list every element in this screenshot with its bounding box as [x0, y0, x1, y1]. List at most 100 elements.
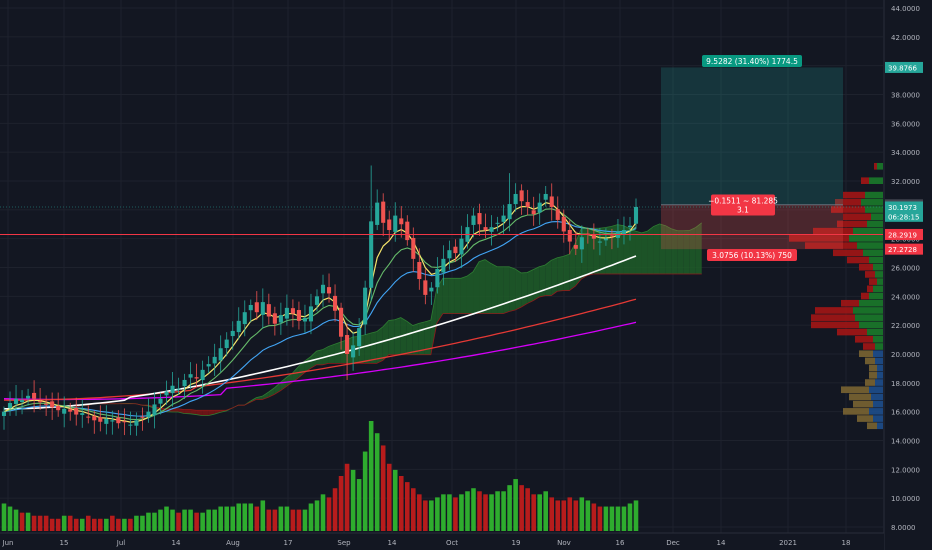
candle-body: [38, 401, 43, 403]
volume-profile-up: [869, 177, 883, 185]
volume-profile-up: [861, 199, 883, 206]
candle-body: [519, 190, 524, 202]
time-tick-label: Nov: [557, 539, 571, 547]
volume-bar: [417, 494, 422, 531]
time-tick-label: 14: [388, 539, 397, 547]
price-tick-label: 32.0000: [891, 178, 920, 186]
price-tick-label: 18.0000: [891, 380, 920, 388]
volume-bar: [585, 500, 591, 531]
price-axis[interactable]: 44.000042.000040.000038.000036.000034.00…: [883, 0, 932, 550]
volume-bar: [248, 503, 254, 531]
volume-bar: [555, 500, 561, 531]
volume-profile-up: [873, 263, 883, 271]
volume-bar: [170, 509, 175, 531]
price-tick-label: 16.0000: [891, 409, 920, 417]
volume-bar: [495, 491, 500, 531]
volume-bar: [314, 500, 320, 531]
volume-profile-down: [869, 372, 877, 379]
volume-bar: [368, 421, 374, 531]
cloud-segment: [665, 225, 672, 274]
cloud-segment: [659, 223, 666, 274]
candle-body: [248, 304, 253, 311]
candle-body: [272, 313, 277, 324]
candle-body: [32, 392, 37, 399]
candle-body: [441, 258, 446, 273]
cloud-segment: [448, 278, 455, 314]
ema-slow-line: [3, 221, 637, 417]
candle-body: [86, 416, 91, 418]
time-tick-label: 14: [172, 539, 181, 547]
volume-profile-down: [859, 350, 873, 358]
cloud-segment: [376, 326, 383, 364]
candle-body: [110, 420, 115, 422]
candle-body: [507, 204, 512, 220]
cloud-segment: [533, 266, 540, 301]
volume-bar: [423, 500, 428, 531]
candle-body: [62, 408, 67, 414]
volume-profile-down: [874, 162, 877, 170]
time-axis[interactable]: Jun 15 Jul 14 Aug 17 Sep 14 Oct 19 Nov 16 Dec 14 2021 1…: [0, 532, 884, 550]
candle-body: [92, 416, 97, 421]
volume-bar: [182, 509, 187, 531]
candle-body: [567, 229, 572, 242]
cloud-segment: [695, 222, 702, 274]
candle-body: [278, 315, 283, 323]
cloud-segment: [509, 266, 516, 312]
candle-body: [411, 237, 416, 259]
candle-body: [254, 302, 259, 313]
volume-bar: [272, 509, 278, 531]
volume-profile-up: [869, 408, 883, 415]
volume-bar: [615, 506, 621, 531]
candle-body: [260, 302, 265, 315]
candle-body: [56, 405, 61, 411]
volume-bar: [13, 509, 19, 531]
volume-bar: [61, 515, 67, 531]
volume-bar: [332, 488, 338, 531]
volume-bar: [19, 512, 25, 531]
volume-profile-up: [869, 292, 883, 300]
cloud-segment: [677, 230, 684, 274]
target-label-text: 9.5282 (31.40%) 1774.5: [706, 57, 798, 66]
candle-body: [44, 403, 49, 405]
volume-bar: [230, 506, 236, 531]
volume-profile-down: [869, 278, 877, 285]
candle-body: [200, 369, 205, 381]
volume-profile-down: [863, 343, 875, 350]
cloud-segment: [641, 231, 648, 274]
cloud-segment: [184, 409, 191, 414]
cloud-segment: [196, 410, 203, 416]
time-tick-label: 2021: [779, 539, 797, 547]
volume-profile-up: [859, 299, 883, 307]
volume-bar: [116, 518, 121, 531]
volume-bar: [441, 494, 446, 531]
target-label: 9.5282 (31.40%) 1774.5: [702, 55, 802, 67]
volume-bar: [7, 506, 13, 531]
volume-bar: [471, 488, 476, 531]
price-tick-label: 26.0000: [891, 265, 920, 273]
volume-profile-down: [867, 285, 873, 293]
cloud-segment: [629, 228, 636, 274]
candlesticks: [1, 165, 639, 436]
candle-body: [477, 213, 482, 225]
volume-profile-down: [841, 386, 869, 394]
price-label-text: 06:28:15: [888, 213, 919, 221]
volume-profile-down: [841, 299, 859, 307]
candle-body: [146, 411, 151, 418]
candle-body: [375, 202, 380, 225]
candle-body: [597, 241, 602, 243]
candle-body: [326, 287, 332, 294]
cloud-segment: [370, 331, 377, 364]
candle-body: [206, 364, 211, 367]
volume-profile-up: [869, 256, 883, 264]
volume-bar: [218, 506, 223, 531]
volume-profile-down: [855, 335, 873, 343]
volume-bar: [525, 488, 530, 531]
volume-bar: [242, 503, 248, 531]
volume-bar: [549, 497, 555, 531]
volume-profile-up: [875, 357, 883, 365]
volume-bar: [561, 500, 567, 531]
candle-body: [212, 356, 217, 364]
volume-bar: [91, 518, 97, 531]
volume-profile-up: [877, 278, 883, 285]
